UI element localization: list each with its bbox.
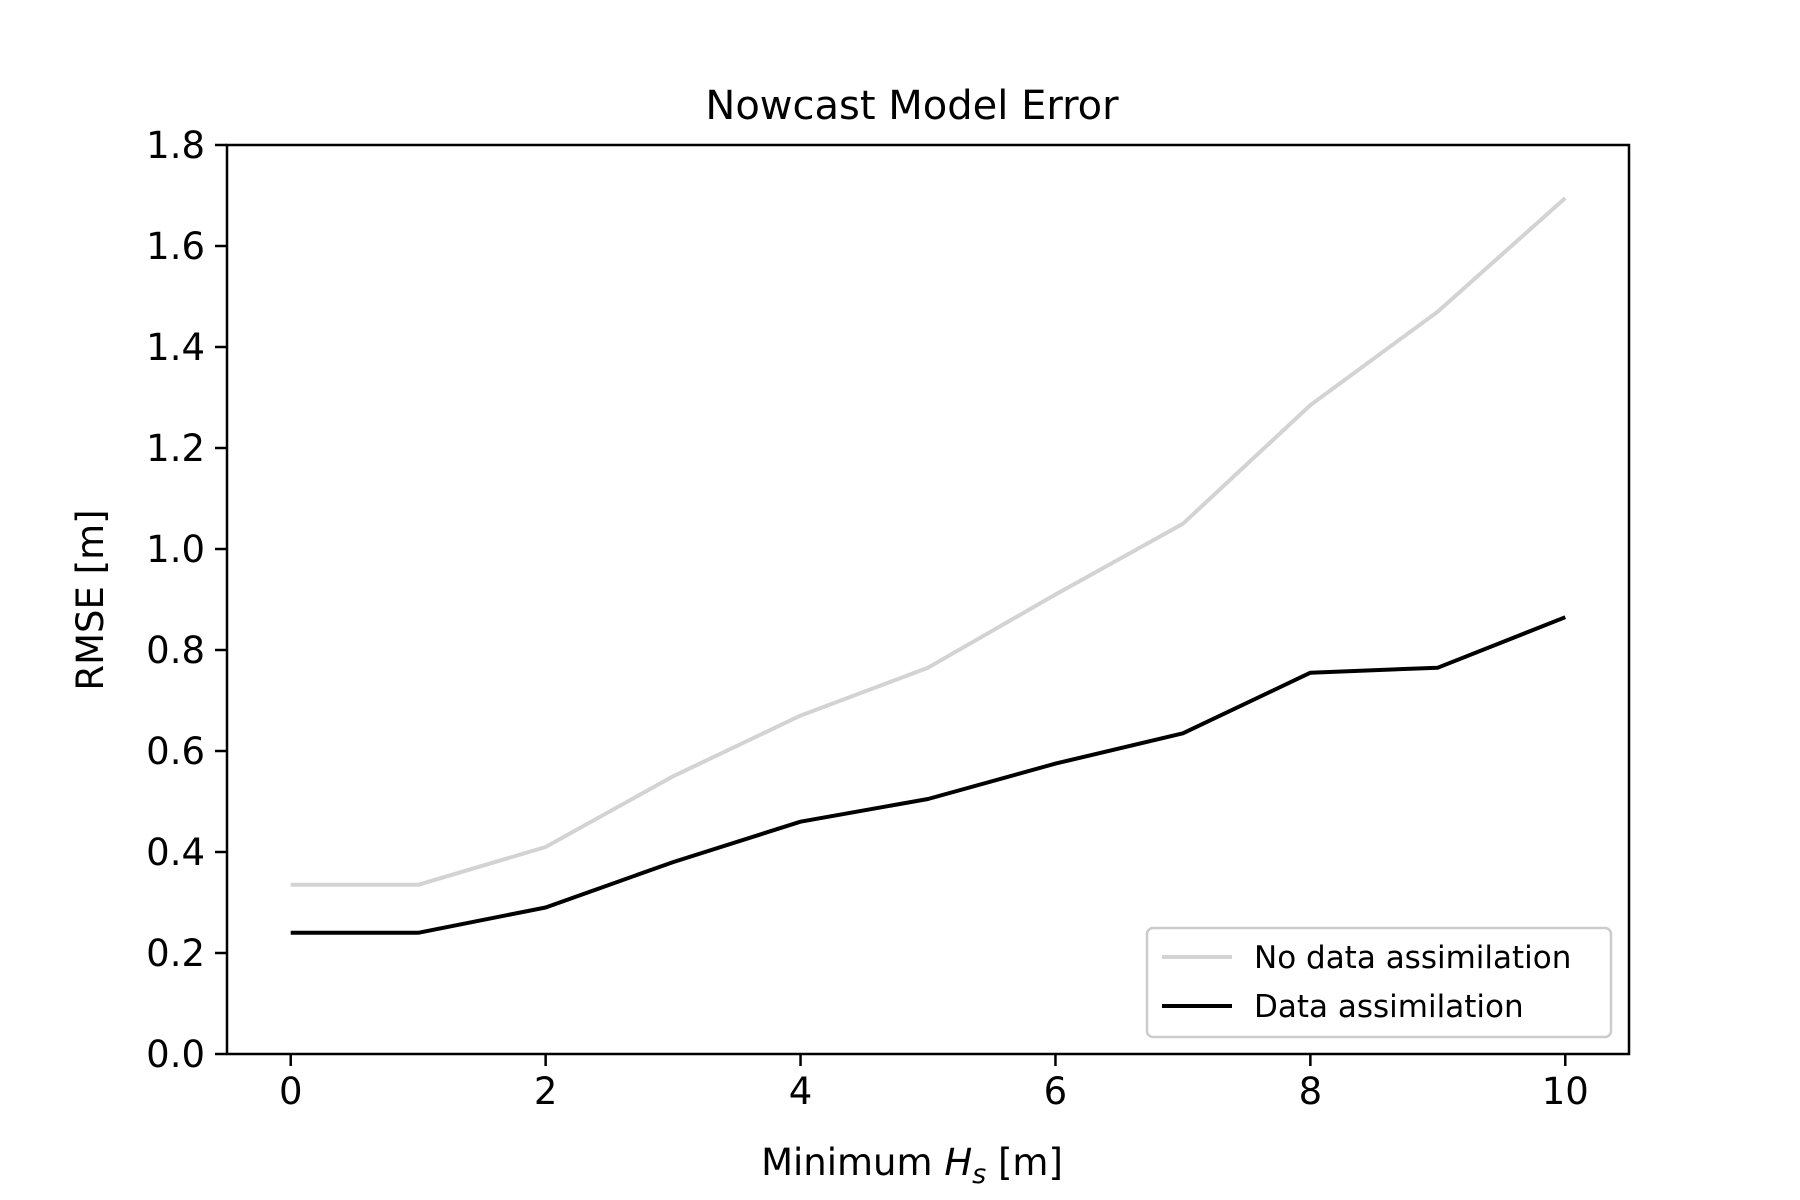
series-line-no-data-assimilation <box>290 196 1567 887</box>
series-layer <box>290 196 1567 935</box>
x-tick-label: 6 <box>1044 1070 1068 1113</box>
y-tick-label: 0.2 <box>146 932 205 975</box>
x-tick-label: 10 <box>1542 1070 1589 1113</box>
y-tick-label: 1.0 <box>146 528 205 571</box>
y-tick-label: 0.8 <box>146 629 205 672</box>
y-tick-label: 0.4 <box>146 831 205 874</box>
x-axis-label-suffix: [m] <box>986 1141 1063 1184</box>
y-axis-ticks: 0.0 0.2 0.4 0.6 0.8 1.0 1.2 1.4 1.6 1.8 <box>146 124 227 1076</box>
y-tick-label: 1.8 <box>146 124 205 167</box>
x-axis-label-variable: H <box>944 1141 972 1184</box>
legend-box <box>1145 926 1613 1039</box>
legend-label-data-assimilation: Data assimilation <box>1254 989 1524 1025</box>
legend: No data assimilation Data assimilation <box>1145 926 1613 1039</box>
y-tick-label: 1.2 <box>146 427 205 470</box>
x-tick-label: 2 <box>534 1070 558 1113</box>
x-axis-ticks: 0 2 4 6 8 10 <box>279 1054 1589 1113</box>
x-axis-label-subscript: s <box>972 1159 986 1190</box>
legend-label-no-data-assimilation: No data assimilation <box>1254 940 1571 976</box>
y-tick-label: 1.4 <box>146 326 205 369</box>
plot-frame <box>225 143 1631 1056</box>
y-tick-label: 1.6 <box>146 225 205 268</box>
y-tick-label: 0.6 <box>146 730 205 773</box>
chart-title: Nowcast Model Error <box>705 83 1119 129</box>
y-tick-label: 0.0 <box>146 1033 205 1076</box>
series-line-data-assimilation <box>290 615 1567 935</box>
y-axis-label: RMSE [m] <box>69 509 112 690</box>
x-tick-label: 4 <box>789 1070 813 1113</box>
x-tick-label: 0 <box>279 1070 303 1113</box>
x-axis-label: Minimum Hs [m] <box>761 1141 1063 1190</box>
x-axis-label-prefix: Minimum <box>761 1141 944 1184</box>
x-tick-label: 8 <box>1299 1070 1323 1113</box>
